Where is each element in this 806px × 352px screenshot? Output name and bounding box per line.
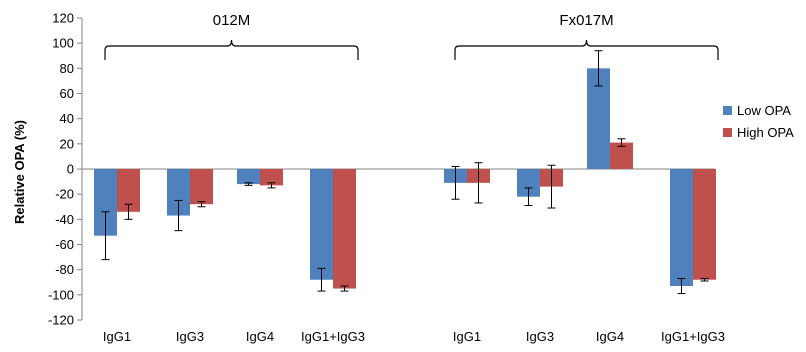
legend-swatch [723,128,732,137]
legend: Low OPA High OPA [723,103,794,140]
y-tick-label: 100 [52,36,74,51]
group-bracket [104,39,359,60]
legend-label: High OPA [737,125,794,140]
x-tick-labels: IgG1 IgG3 IgG4 IgG1+IgG3 IgG1 IgG3 IgG4 IgG1+Ig… [103,329,725,344]
x-tick-label: IgG3 [526,329,554,344]
x-tick-label: IgG1 [103,329,131,344]
bar [94,169,117,236]
legend-label: Low OPA [737,103,791,118]
bars [94,50,716,295]
y-tick-label: -40 [55,212,74,227]
bar [167,169,190,216]
group-bracket [454,39,719,60]
y-tick-label: -120 [48,313,74,328]
y-tick-label: -20 [55,187,74,202]
group-labels: 012M Fx017M [104,12,719,60]
bar [310,169,333,280]
bar [610,142,633,169]
y-tick-label: 60 [60,86,74,101]
x-tick-label: IgG1+IgG3 [301,329,365,344]
y-tick-label: 0 [67,162,74,177]
y-tick-label: 40 [60,111,74,126]
legend-swatch [723,106,732,115]
x-tick-label: IgG4 [246,329,274,344]
bar [333,169,356,289]
y-tick-label: 80 [60,61,74,76]
x-tick-label: IgG1+IgG3 [661,329,725,344]
bar [117,169,140,212]
y-axis-label: Relative OPA (%) [12,120,27,224]
x-tick-label: IgG1 [453,329,481,344]
bar [517,169,540,197]
y-tick-label: -100 [48,287,74,302]
group-label: Fx017M [559,12,613,29]
y-tick-label: 120 [52,11,74,26]
y-tick-label: -80 [55,262,74,277]
y-tick-labels: -120 -100 -80 -60 -40 -20 0 20 40 60 80 100 120 [48,11,74,328]
bar [693,169,716,280]
y-tick-label: -60 [55,237,74,252]
x-tick-label: IgG3 [176,329,204,344]
x-tick-label: IgG4 [596,329,624,344]
group-label: 012M [213,12,251,29]
bar [237,169,260,185]
bar [587,68,610,169]
bar [670,169,693,287]
bar [260,169,283,186]
y-tick-label: 20 [60,136,74,151]
bar [190,169,213,205]
